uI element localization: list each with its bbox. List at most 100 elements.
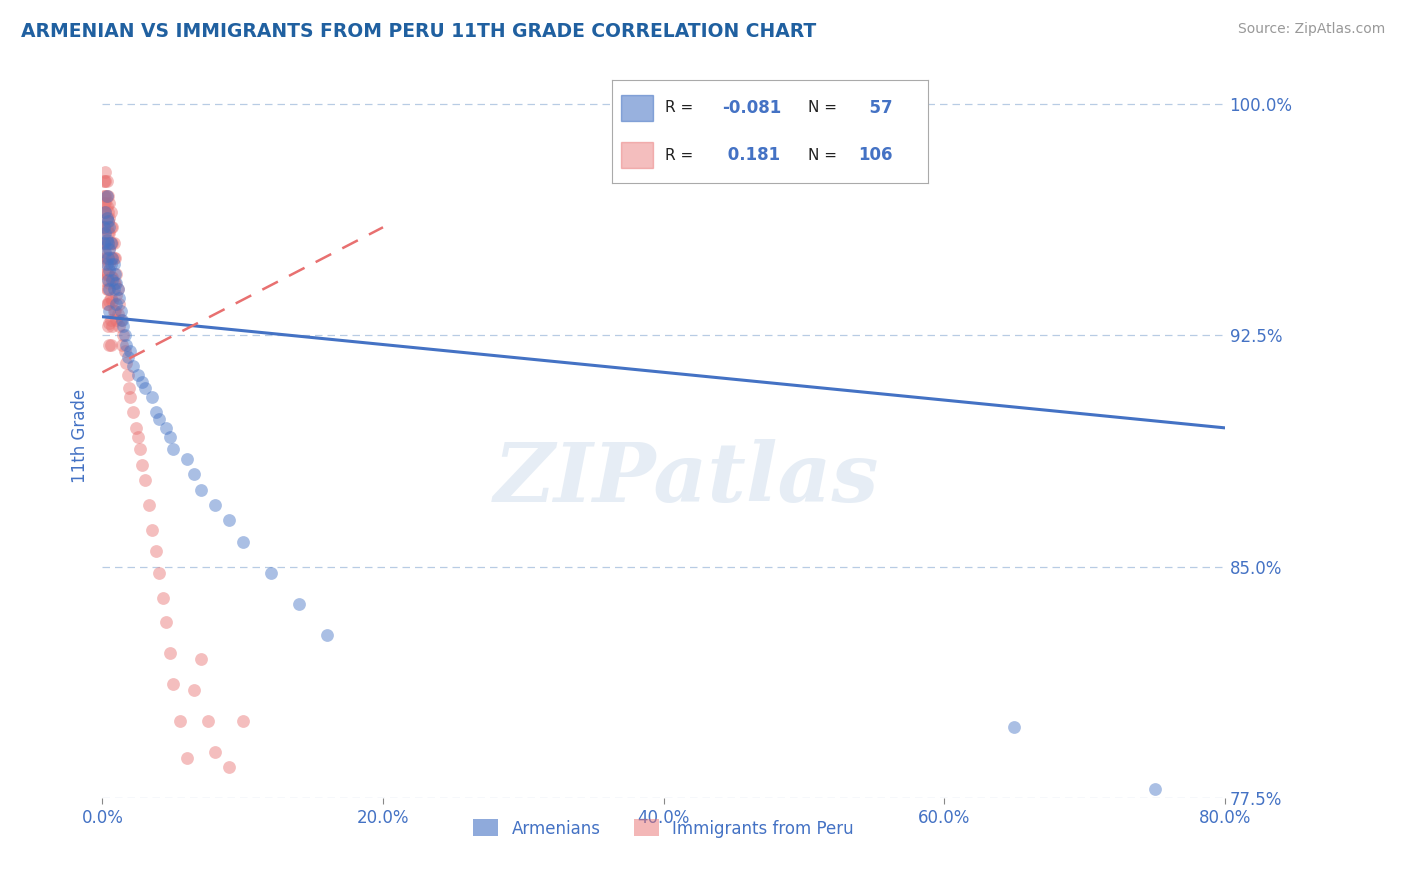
Point: [107, 307, 129, 321]
Point: [98, 242, 121, 256]
Point: [100, 251, 122, 265]
Text: R =: R =: [665, 101, 693, 115]
Text: N =: N =: [808, 101, 837, 115]
Point: [108, 318, 131, 333]
Point: [162, 442, 184, 457]
Point: [100, 235, 122, 250]
Point: [115, 337, 138, 351]
Point: [98, 303, 121, 318]
Point: [97, 282, 120, 296]
Point: [96, 235, 118, 250]
Point: [94, 189, 117, 203]
Point: [98, 316, 121, 330]
Point: [112, 328, 135, 343]
Point: [110, 313, 132, 327]
Point: [98, 227, 121, 241]
Point: [117, 350, 139, 364]
Point: [96, 211, 118, 225]
Point: [103, 303, 125, 318]
Point: [104, 303, 127, 318]
Point: [111, 337, 134, 351]
Point: [105, 297, 128, 311]
Point: [98, 294, 121, 309]
Point: [94, 174, 117, 188]
Point: [288, 597, 311, 611]
Point: [98, 220, 121, 235]
Point: [115, 356, 138, 370]
Point: [105, 288, 128, 302]
Point: [103, 235, 125, 250]
Y-axis label: 11th Grade: 11th Grade: [72, 389, 89, 483]
Point: [315, 627, 337, 641]
Point: [120, 343, 142, 358]
Point: [93, 220, 115, 235]
Point: [190, 483, 212, 497]
Point: [183, 683, 205, 698]
Point: [232, 535, 254, 549]
Point: [125, 421, 148, 435]
Point: [97, 204, 120, 219]
Point: [94, 220, 117, 235]
Point: [94, 165, 117, 179]
Point: [100, 291, 122, 305]
Point: [97, 318, 120, 333]
Point: [218, 760, 240, 774]
Point: [183, 467, 205, 482]
Text: N =: N =: [808, 148, 837, 162]
Point: [107, 282, 129, 296]
Point: [100, 313, 122, 327]
Point: [204, 745, 226, 759]
Text: ARMENIAN VS IMMIGRANTS FROM PERU 11TH GRADE CORRELATION CHART: ARMENIAN VS IMMIGRANTS FROM PERU 11TH GR…: [21, 22, 817, 41]
Point: [100, 257, 122, 271]
Point: [134, 473, 156, 487]
Point: [98, 282, 121, 296]
Point: [98, 211, 121, 225]
Text: 57: 57: [858, 99, 893, 117]
Point: [100, 337, 122, 351]
Point: [93, 227, 115, 241]
Point: [96, 220, 118, 235]
Point: [100, 269, 122, 284]
Point: [159, 430, 181, 444]
Point: [190, 652, 212, 666]
Point: [103, 282, 125, 296]
Point: [145, 544, 167, 558]
Point: [169, 714, 191, 728]
Point: [138, 498, 160, 512]
Point: [232, 714, 254, 728]
Point: [96, 211, 118, 225]
Point: [93, 220, 115, 235]
Point: [118, 381, 141, 395]
Point: [114, 328, 136, 343]
Point: [218, 513, 240, 527]
Point: [96, 174, 118, 188]
Point: [131, 375, 153, 389]
Bar: [621, 142, 652, 169]
Point: [98, 337, 121, 351]
Point: [96, 282, 118, 296]
Text: 0.181: 0.181: [723, 146, 780, 164]
Point: [101, 235, 124, 250]
Point: [97, 214, 120, 228]
Point: [127, 430, 149, 444]
Point: [148, 566, 170, 580]
Point: [101, 220, 124, 235]
Point: [97, 297, 120, 311]
Point: [145, 405, 167, 419]
Point: [97, 251, 120, 265]
Bar: [621, 95, 652, 121]
Point: [176, 451, 198, 466]
Point: [94, 235, 117, 250]
Point: [96, 199, 118, 213]
Point: [101, 251, 124, 265]
Point: [101, 273, 124, 287]
Point: [131, 458, 153, 472]
Point: [93, 174, 115, 188]
Point: [104, 251, 127, 265]
Point: [96, 189, 118, 203]
Point: [155, 421, 177, 435]
Point: [93, 244, 115, 259]
Point: [101, 269, 124, 284]
Point: [93, 257, 115, 271]
Point: [94, 204, 117, 219]
